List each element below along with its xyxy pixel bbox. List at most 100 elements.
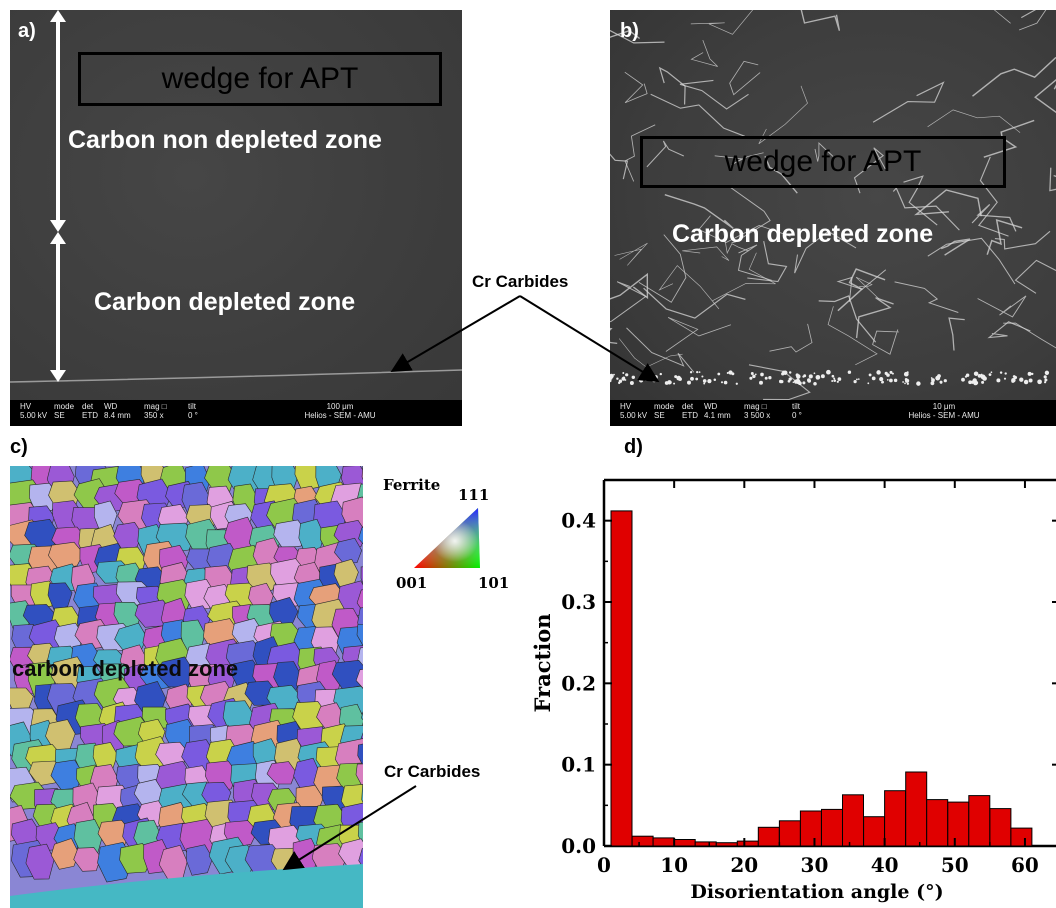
carbide-particle [610, 377, 611, 380]
carbide-particle [968, 380, 972, 385]
carbide-particle [788, 371, 792, 374]
carbide-particle [1003, 377, 1007, 380]
x-tick-label: 10 [660, 853, 688, 877]
ebsd-grain [334, 537, 363, 564]
grain-boundary [643, 287, 746, 319]
carbide-particle [857, 378, 860, 380]
ebsd-grain [355, 669, 363, 689]
carbide-particle [831, 380, 834, 382]
carbide-particle [668, 380, 672, 385]
grain-boundary [664, 194, 734, 229]
ebsd-grain [356, 589, 363, 613]
grain-boundary [1018, 10, 1047, 31]
panel-letter-a: a) [18, 20, 36, 42]
wedge-label-b: wedge for APT [724, 145, 922, 178]
grain-boundary [624, 124, 656, 182]
carbide-particle [977, 374, 982, 378]
carbide-particle [610, 376, 613, 380]
carbide-particle [1044, 381, 1047, 384]
x-tick-label: 30 [801, 853, 829, 877]
carbide-particle [624, 379, 627, 381]
ebsd-grain [186, 844, 213, 876]
y-axis-label: Fraction [530, 614, 555, 713]
carbide-particle [689, 371, 693, 374]
grain-boundary [977, 156, 1009, 237]
carbide-particle [881, 381, 884, 384]
ebsd-carbide-layer [10, 864, 363, 908]
ebsd-grain [360, 566, 363, 585]
y-tick-label: 0.1 [561, 753, 596, 777]
sem-databar-b: HV 5.00 kV mode SE det ETD WD 4.1 mm mag □ 3 … [610, 400, 1056, 426]
carbide-particle [782, 370, 788, 375]
top-zone-label-a: Carbon non depleted zone [68, 126, 382, 154]
histogram-bar [968, 795, 991, 847]
carbide-particle [973, 371, 979, 376]
histogram-bar [1010, 827, 1033, 847]
carbide-particle [876, 370, 881, 375]
disorientation-histogram: 0 10 20 30 40 50 60 0.0 0.1 0.2 0.3 0.4 Disorientati… [530, 478, 1056, 903]
grain-boundary [723, 230, 749, 255]
carbide-particle [752, 374, 756, 379]
carbide-particle [760, 372, 764, 377]
carbide-particle [701, 375, 704, 378]
grain-boundary [994, 230, 1051, 250]
cr-carbides-arrows-top [390, 295, 660, 383]
histogram-bar [736, 840, 759, 847]
grain-boundary [800, 10, 841, 31]
carbide-particle [813, 372, 816, 375]
grain-boundary [764, 155, 798, 194]
y-tick-label: 0.3 [561, 590, 596, 614]
grain-boundary [1014, 259, 1056, 294]
sem-image-a: a) wedge for APT Carbon non depleted zon… [10, 10, 462, 426]
carbide-particle [720, 381, 724, 384]
grain-boundary [993, 10, 1011, 24]
grain-boundary [729, 60, 761, 96]
carbide-particle [698, 371, 701, 373]
carbide-particle [759, 380, 763, 385]
carbide-particle [768, 376, 772, 380]
grain-boundary [894, 281, 959, 313]
carbide-particle [673, 382, 676, 385]
histogram-bar [715, 842, 738, 847]
grain-boundary [714, 152, 764, 166]
grain-boundary [610, 327, 618, 345]
carbide-particle [1013, 375, 1018, 380]
histogram-bar [694, 841, 717, 847]
y-tick-label: 0.0 [561, 834, 596, 858]
wedge-box-a: wedge for APT [78, 52, 442, 106]
grain-boundary [679, 79, 749, 110]
carbide-particle [808, 374, 813, 379]
grain-boundary [610, 272, 649, 300]
grain-boundary [624, 71, 648, 104]
panel-letter-d: d) [624, 436, 643, 458]
x-tick-label: 40 [871, 853, 899, 877]
grain-boundary [690, 39, 718, 67]
grain-boundary [1003, 322, 1056, 349]
ebsd-grain [361, 784, 363, 803]
bottom-zone-label-a: Carbon depleted zone [94, 288, 356, 316]
carbide-particle [726, 372, 729, 374]
zone-label-b: Carbon depleted zone [672, 220, 934, 248]
carbide-particle [707, 378, 712, 384]
carbide-particle [886, 379, 889, 381]
y-tick-label: 0.4 [561, 509, 596, 533]
grain-boundary [712, 252, 776, 301]
ebsd-grain [361, 466, 363, 481]
ebsd-grain [25, 843, 55, 880]
carbide-particle [629, 381, 634, 385]
grain-boundary [610, 29, 665, 44]
panel-letter-c: c) [10, 436, 28, 458]
carbide-particle [831, 374, 835, 378]
carbide-particle [728, 370, 733, 375]
grain-boundary [872, 81, 945, 123]
carbide-particle [826, 369, 831, 375]
carbide-particle [696, 370, 699, 374]
carbide-particle [1044, 378, 1048, 382]
carbide-particle [1011, 377, 1016, 383]
histogram-bar [989, 808, 1012, 847]
carbide-particle [853, 380, 857, 384]
ebsd-grain [47, 582, 73, 611]
grain-boundary [729, 186, 771, 244]
histogram-bar [905, 771, 928, 847]
histogram-bar [884, 790, 907, 847]
